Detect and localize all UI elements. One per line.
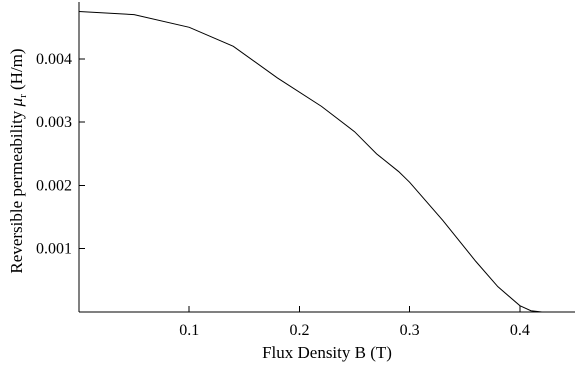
y-axis-label: Reversible permeability μr (H/m) xyxy=(7,48,29,273)
x-tick-label: 0.2 xyxy=(289,322,309,339)
x-tick-label: 0.1 xyxy=(179,322,199,339)
x-tick-label: 0.4 xyxy=(510,322,530,339)
y-tick-label: 0.004 xyxy=(36,51,72,68)
y-ticks: 0.001 0.002 0.003 0.004 xyxy=(36,51,85,258)
y-tick-label: 0.001 xyxy=(36,241,72,258)
series-layer xyxy=(78,10,542,313)
x-axis-label: Flux Density B (T) xyxy=(262,343,392,362)
y-axis-label-main: Reversible permeability xyxy=(7,106,26,273)
y-tick-label: 0.003 xyxy=(36,114,72,131)
x-ticks: 0.1 0.2 0.3 0.4 xyxy=(179,306,530,339)
y-axis-label-symbol: μ xyxy=(7,98,26,108)
series-line xyxy=(78,10,542,313)
y-tick-label: 0.002 xyxy=(36,177,72,194)
y-axis-label-units: (H/m) xyxy=(7,48,26,94)
axes xyxy=(78,2,575,313)
x-tick-label: 0.3 xyxy=(400,322,420,339)
y-axis-label-subscript: r xyxy=(17,94,29,98)
